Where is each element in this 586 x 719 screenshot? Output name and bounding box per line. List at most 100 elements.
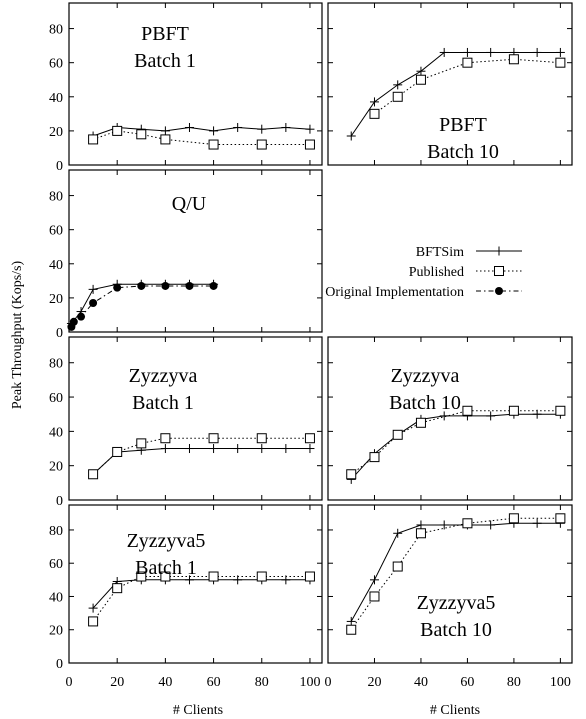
panel-frame (68, 336, 323, 501)
series-published-line (92, 130, 310, 145)
series-bftsim-point (486, 520, 496, 530)
panel-2: PBFT Batch 10 (327, 2, 573, 166)
series-published-point (136, 438, 147, 449)
series-published-point (208, 571, 219, 582)
panel-title: Batch 1 (135, 557, 197, 579)
series-bftsim-point (209, 444, 219, 454)
series-original-implementation-point (209, 281, 218, 290)
x-axis-title-left: # Clients (173, 703, 223, 718)
series-bftsim-point (209, 126, 219, 136)
series-published-point (369, 591, 380, 602)
x-tick-label: 40 (414, 675, 428, 690)
series-published-point (208, 139, 219, 150)
series-bftsim-point (346, 616, 356, 626)
legend-label: BFTSim (416, 245, 464, 260)
panel-title: Zyzzyva (391, 365, 460, 387)
panel-5: Zyzzyva Batch 10 (327, 336, 573, 501)
series-original-implementation-point (89, 299, 98, 308)
y-tick-label: 0 (56, 494, 63, 509)
x-tick-label: 80 (255, 675, 269, 690)
series-published-point (304, 571, 315, 582)
series-published-point (462, 57, 473, 68)
panel-title: Batch 10 (420, 619, 492, 641)
legend-marker (494, 266, 504, 276)
series-bftsim-point (532, 518, 542, 528)
series-published-point (88, 469, 99, 480)
series-published-point (369, 452, 380, 463)
series-published-point (415, 74, 426, 85)
series-bftsim-point (160, 126, 170, 136)
panel-1: 0 20 40 60 80 PBFT Batch 1 (49, 2, 323, 174)
panel-title: Batch 10 (427, 141, 499, 163)
series-bftsim-point (369, 575, 379, 585)
panel-title: Batch 10 (389, 392, 461, 414)
series-bftsim-line (350, 413, 561, 480)
series-published-point (256, 433, 267, 444)
series-published-point (508, 54, 519, 65)
panel-frame (68, 169, 323, 333)
legend-marker (495, 287, 503, 295)
series-bftsim-point (88, 603, 98, 613)
series-bftsim-point (462, 47, 472, 57)
series-published-point (256, 571, 267, 582)
series-published (346, 513, 566, 635)
series-published-point (112, 125, 123, 136)
series-bftsim-point (281, 444, 291, 454)
x-tick-label: 0 (325, 675, 332, 690)
legend-label: Original Implementation (325, 285, 464, 300)
series-published (88, 571, 315, 627)
x-tick-label: 20 (110, 675, 124, 690)
series-published-point (256, 139, 267, 150)
series-bftsim-point (532, 47, 542, 57)
series-published-point (304, 139, 315, 150)
series-bftsim (346, 409, 565, 484)
series-original-implementation (67, 281, 218, 331)
series-original-implementation-point (161, 281, 170, 290)
y-tick-label: 20 (49, 460, 63, 475)
y-tick-label: 60 (49, 391, 63, 406)
series-published-point (346, 469, 357, 480)
x-tick-label: 40 (158, 675, 172, 690)
panel-title: PBFT (439, 114, 487, 136)
y-tick-label: 20 (49, 125, 63, 140)
series-bftsim-point (416, 520, 426, 530)
series-published-line (92, 576, 310, 622)
series-published-point (555, 513, 566, 524)
series-bftsim-point (257, 124, 267, 134)
series-bftsim-point (439, 520, 449, 530)
series-bftsim-point (439, 47, 449, 57)
y-tick-label: 40 (49, 91, 63, 106)
series-published (88, 433, 315, 480)
series-published-point (392, 429, 403, 440)
series-bftsim-point (416, 66, 426, 76)
series-published-point (508, 513, 519, 524)
series-original-implementation-point (113, 283, 122, 292)
series-published-line (374, 58, 561, 115)
x-axis-title-right: # Clients (430, 703, 480, 718)
y-tick-label: 20 (49, 624, 63, 639)
legend-label: Published (409, 265, 464, 280)
y-tick-label: 60 (49, 57, 63, 72)
series-published (346, 405, 566, 480)
series-published-point (88, 616, 99, 627)
series-published-point (304, 433, 315, 444)
series-bftsim-point (439, 411, 449, 421)
series-bftsim (346, 47, 565, 141)
series-published-point (112, 446, 123, 457)
y-tick-label: 80 (49, 524, 63, 539)
x-tick-label: 0 (66, 675, 73, 690)
series-published-point (462, 518, 473, 529)
series-bftsim (88, 444, 315, 479)
panel-frame (327, 504, 573, 664)
series-bftsim-point (346, 131, 356, 141)
legend-item: Published (409, 265, 522, 280)
series-published-point (160, 571, 171, 582)
series-published-line (92, 437, 310, 475)
series-bftsim-point (281, 122, 291, 132)
series-bftsim-point (184, 444, 194, 454)
panel-7: 0 20 40 60 80 100 Zyzzyva5 Batch 10 (325, 504, 573, 690)
panel-title: Zyzzyva5 (417, 592, 496, 614)
y-tick-label: 0 (56, 657, 63, 672)
panel-3: 0 20 40 60 80 Q/U (49, 169, 323, 341)
